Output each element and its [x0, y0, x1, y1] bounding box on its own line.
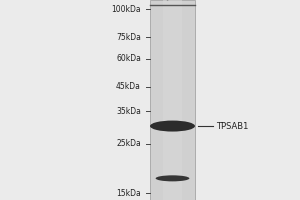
Text: Mouse skin: Mouse skin	[163, 0, 201, 3]
Text: 25kDa: 25kDa	[116, 139, 141, 148]
Text: 100kDa: 100kDa	[111, 5, 141, 14]
Ellipse shape	[150, 121, 195, 132]
Bar	[150, 0, 195, 200]
Bar	[164, 0, 181, 200]
Text: 75kDa: 75kDa	[116, 33, 141, 42]
Text: 15kDa: 15kDa	[116, 189, 141, 198]
Text: 45kDa: 45kDa	[116, 82, 141, 91]
Text: 35kDa: 35kDa	[116, 107, 141, 116]
Text: 60kDa: 60kDa	[116, 54, 141, 63]
Ellipse shape	[156, 175, 189, 181]
Text: TPSAB1: TPSAB1	[216, 122, 248, 131]
